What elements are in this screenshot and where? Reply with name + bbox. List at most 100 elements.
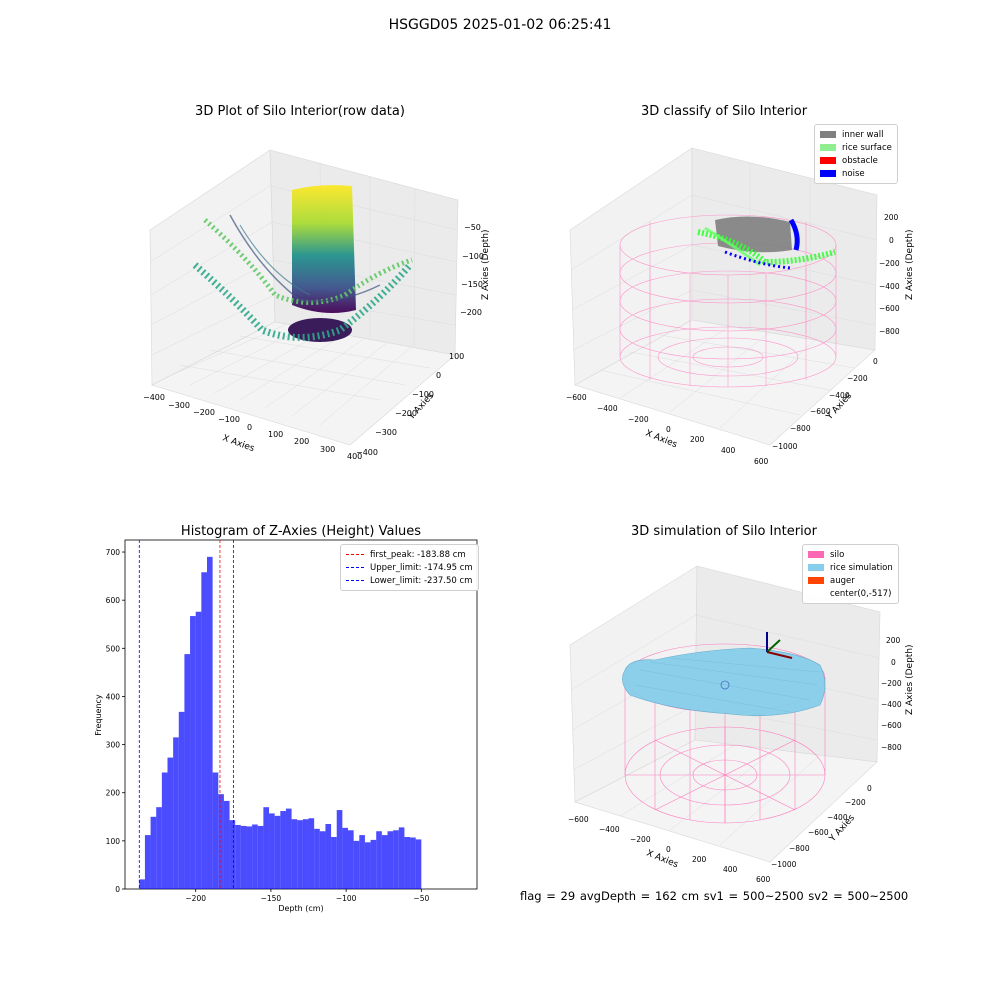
raw-ztick: −100 xyxy=(462,252,484,261)
sim-ztick: −400 xyxy=(881,700,902,709)
histogram-bar xyxy=(381,835,388,889)
histogram-bar xyxy=(359,835,365,889)
raw-3d-plot: −400 −300 −200 −100 0 100 200 300 400 10… xyxy=(143,149,491,461)
histogram-bar xyxy=(212,772,219,889)
legend-label: center(0,-517) xyxy=(830,588,892,599)
histogram-bar xyxy=(398,827,405,889)
sim-xlabel: X Axies xyxy=(645,849,680,871)
histogram-bar xyxy=(252,824,258,889)
legend-item-auger: auger xyxy=(808,574,893,587)
sim-ztick: −200 xyxy=(881,679,902,688)
raw-plot-title: 3D Plot of Silo Interior(row data) xyxy=(195,104,405,119)
figure-title: HSGGD05 2025-01-02 06:25:41 xyxy=(388,17,612,33)
classify-ztick: −200 xyxy=(879,259,900,268)
raw-xlabel: X Axies xyxy=(221,433,256,454)
histogram-xticks: −200 −150 −100 −50 xyxy=(185,889,429,903)
histogram-bar xyxy=(285,808,292,889)
classify-ytick: −800 xyxy=(790,424,811,433)
histogram-bar xyxy=(280,811,286,889)
histogram-bar xyxy=(257,825,264,889)
raw-floor-pane xyxy=(151,321,456,446)
histogram-xtick-label: −50 xyxy=(413,894,429,903)
classify-xtick: −400 xyxy=(597,404,618,413)
histogram-ytick-label: 500 xyxy=(106,644,121,653)
legend-line xyxy=(346,554,364,555)
classify-ztick: 0 xyxy=(889,236,894,245)
legend-item-upper-limit: Upper_limit: -174.95 cm xyxy=(346,561,473,574)
histogram-yticks: 0 100 200 300 400 500 600 700 xyxy=(106,548,125,894)
classify-ytick: 0 xyxy=(873,357,878,366)
histogram-bar xyxy=(319,831,326,889)
histogram-title: Histogram of Z-Axies (Height) Values xyxy=(180,524,422,539)
histogram-bar xyxy=(173,737,179,889)
histogram-bar xyxy=(291,819,298,889)
raw-ztick: −50 xyxy=(464,223,481,232)
histogram-bar xyxy=(353,840,360,889)
histogram-bar xyxy=(184,654,191,889)
swatch xyxy=(808,577,824,584)
histogram-bar xyxy=(201,572,207,889)
legend-item-inner-wall: inner wall xyxy=(820,128,892,141)
classify-ytick: −1000 xyxy=(772,442,798,451)
legend-label: Lower_limit: -237.50 cm xyxy=(370,575,473,586)
histogram-bar xyxy=(376,831,382,889)
axis-triad-icon xyxy=(766,632,793,659)
legend-item-center: center(0,-517) xyxy=(808,587,893,600)
histogram-ytick-label: 300 xyxy=(106,741,121,750)
swatch xyxy=(820,131,836,138)
histogram-bar xyxy=(223,800,230,889)
histogram-bar xyxy=(364,842,371,889)
histogram-bar xyxy=(331,837,337,889)
histogram-legend: first_peak: -183.88 cm Upper_limit: -174… xyxy=(340,544,479,591)
histogram-bar xyxy=(139,879,145,889)
classify-xtick: −200 xyxy=(628,415,649,424)
classify-xtick: 600 xyxy=(754,457,769,466)
sim-ytick: −1000 xyxy=(771,860,797,869)
histogram-bar xyxy=(235,824,241,889)
sim-xtick: −200 xyxy=(630,835,651,844)
raw-ytick: 0 xyxy=(436,371,441,380)
legend-label: inner wall xyxy=(842,129,884,140)
rice-simulation-surface xyxy=(622,647,826,717)
sim-ytick: −200 xyxy=(845,798,866,807)
raw-point-cloud xyxy=(192,185,413,342)
raw-ytick: −100 xyxy=(412,390,434,399)
histogram-bar xyxy=(370,839,377,889)
histogram-bar xyxy=(195,611,202,889)
histogram-chart: −200 −150 −100 −50 0 100 200 300 400 500 600 700 D… xyxy=(94,539,478,913)
raw-zlabel: Z Axies (Depth) xyxy=(481,229,491,300)
legend-line xyxy=(346,580,364,581)
histogram-bar xyxy=(336,810,343,889)
legend-item-obstacle: obstacle xyxy=(820,154,892,167)
legend-label: auger xyxy=(830,575,855,586)
classify-zlabel: Z Axies (Depth) xyxy=(905,229,915,300)
sim-ytick: −800 xyxy=(789,844,810,853)
sim-xtick: −400 xyxy=(599,825,620,834)
legend-item-first-peak: first_peak: -183.88 cm xyxy=(346,548,473,561)
sim-ztick: 200 xyxy=(886,636,901,645)
legend-item-rice-simulation: rice simulation xyxy=(808,561,893,574)
histogram-ytick-label: 400 xyxy=(106,692,121,701)
classify-xlabel: X Axies xyxy=(644,429,679,451)
classify-legend: inner wall rice surface obstacle noise xyxy=(814,124,898,184)
swatch xyxy=(808,551,824,558)
legend-label: rice simulation xyxy=(830,562,893,573)
histogram-bar xyxy=(263,807,270,889)
sim-ztick: −600 xyxy=(881,721,902,730)
raw-xtick: 400 xyxy=(347,452,362,461)
histogram-bar xyxy=(302,819,309,889)
histogram-bar xyxy=(218,794,224,889)
histogram-bar xyxy=(274,815,281,889)
histogram-bars xyxy=(139,556,422,889)
histogram-bar xyxy=(393,830,399,889)
classify-ztick: −600 xyxy=(879,304,900,313)
histogram-bar xyxy=(178,711,185,889)
legend-label: first_peak: -183.88 cm xyxy=(370,549,466,560)
swatch xyxy=(808,564,824,571)
histogram-bar xyxy=(297,820,303,889)
histogram-xtick-label: −200 xyxy=(185,894,206,903)
legend-label: silo xyxy=(830,549,845,560)
legend-label: obstacle xyxy=(842,155,878,166)
classify-plot-title: 3D classify of Silo Interior xyxy=(640,104,808,119)
histogram-xtick-label: −100 xyxy=(336,894,357,903)
